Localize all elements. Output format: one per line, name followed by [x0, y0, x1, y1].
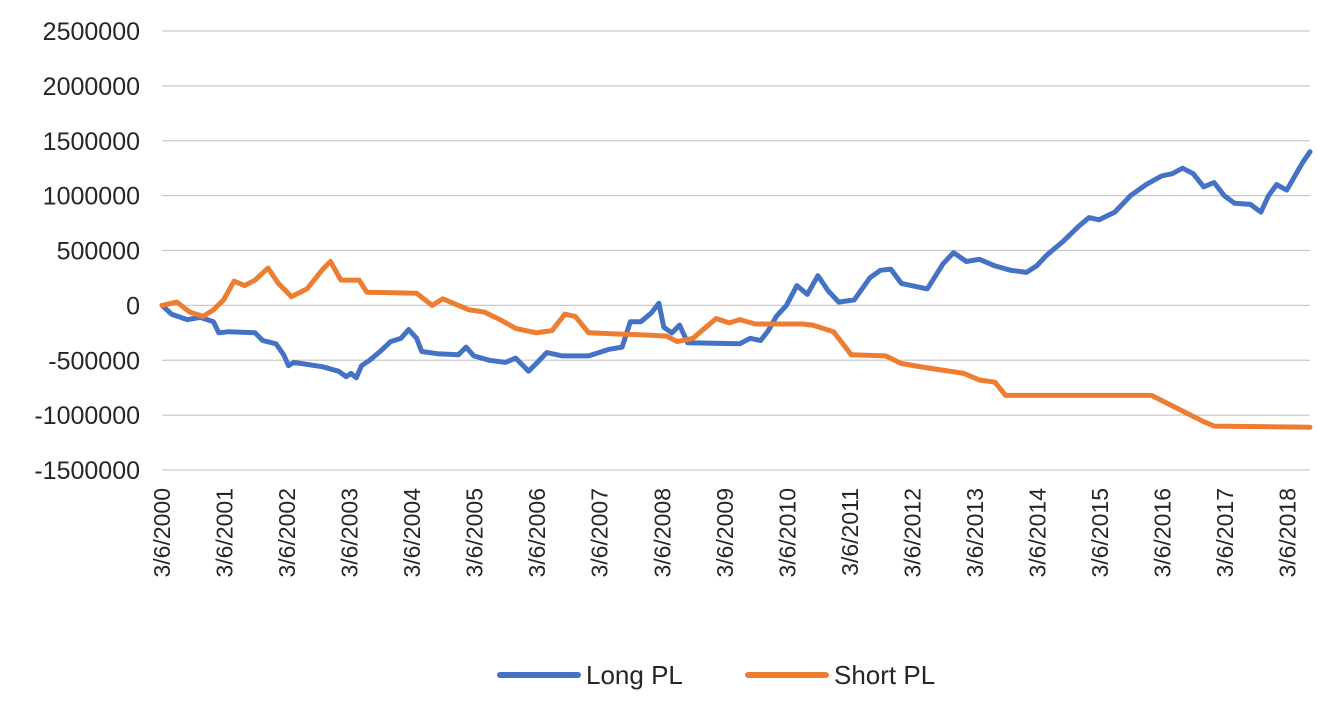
- y-tick-label: -1000000: [34, 402, 140, 430]
- legend: Long PL Short PL: [497, 660, 935, 690]
- y-tick-label: 1500000: [43, 128, 140, 156]
- x-tick-label: 3/6/2000: [149, 488, 175, 578]
- series-line-short-pl: [159, 259, 1313, 430]
- x-tick-label: 3/6/2013: [962, 488, 988, 578]
- x-tick-label: 3/6/2006: [524, 488, 550, 578]
- series-line-long-pl: [159, 149, 1313, 381]
- y-tick-label: 2000000: [43, 73, 140, 101]
- x-tick-label: 3/6/2012: [899, 488, 925, 578]
- legend-label-long-pl: Long PL: [586, 660, 683, 690]
- x-tick-label: 3/6/2002: [274, 488, 300, 578]
- x-tick-label: 3/6/2010: [774, 488, 800, 578]
- x-tick-label: 3/6/2014: [1024, 488, 1050, 578]
- x-tick-label: 3/6/2011: [837, 488, 863, 576]
- x-tick-label: 3/6/2018: [1275, 488, 1301, 578]
- series-lines: [159, 149, 1313, 430]
- x-tick-label: 3/6/2008: [649, 488, 675, 578]
- y-tick-label: 500000: [57, 238, 140, 266]
- x-tick-label: 3/6/2016: [1150, 488, 1176, 578]
- y-tick-label: 2500000: [43, 18, 140, 46]
- x-tick-label: 3/6/2005: [462, 488, 488, 578]
- x-tick-label: 3/6/2007: [587, 488, 613, 578]
- y-tick-label: -500000: [48, 347, 140, 375]
- x-axis-tick-labels: 3/6/2000 3/6/2001 3/6/2002 3/6/2003 3/6/2004…: [149, 488, 1301, 578]
- gridlines: [162, 30, 1310, 471]
- x-tick-label: 3/6/2009: [712, 488, 738, 578]
- x-tick-label: 3/6/2015: [1087, 488, 1113, 578]
- y-tick-label: -1500000: [34, 457, 140, 485]
- x-tick-label: 3/6/2004: [399, 488, 425, 578]
- x-tick-label: 3/6/2017: [1212, 488, 1238, 578]
- y-tick-label: 1000000: [43, 183, 140, 211]
- legend-label-short-pl: Short PL: [834, 660, 935, 690]
- y-tick-label: 0: [126, 292, 140, 320]
- y-axis-tick-labels: 2500000 2000000 1500000 1000000 500000 0 -5000…: [34, 18, 140, 485]
- x-tick-label: 3/6/2001: [211, 488, 237, 578]
- x-tick-label: 3/6/2003: [336, 488, 362, 578]
